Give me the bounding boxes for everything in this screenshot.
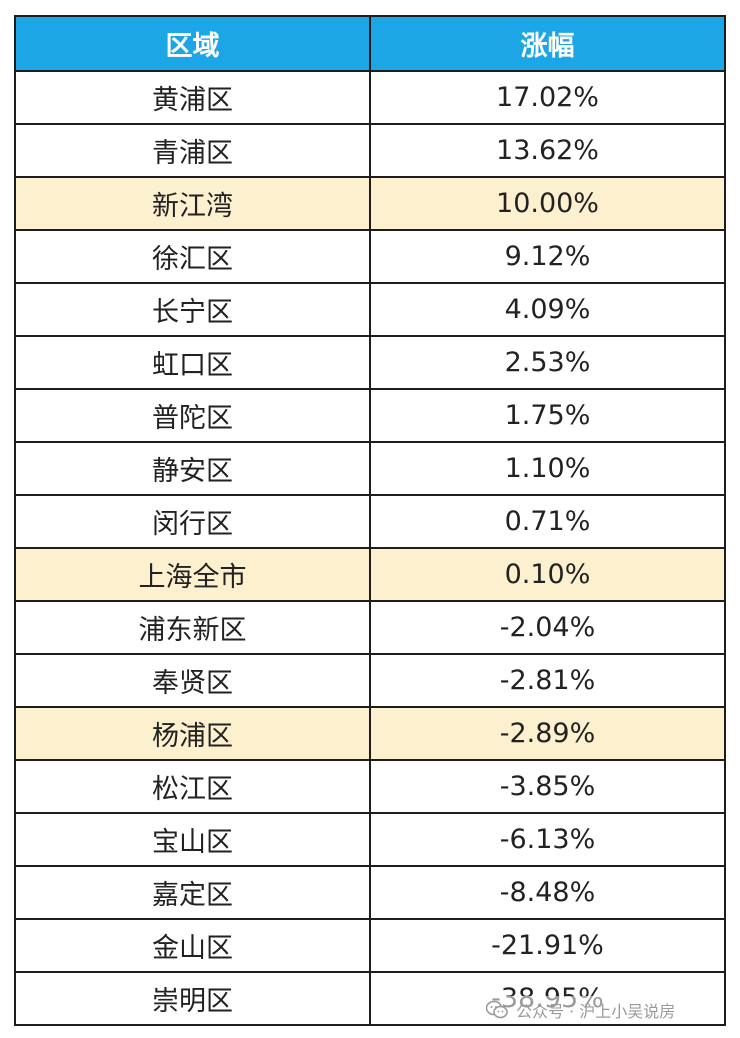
table-row: 青浦区 13.62%: [14, 123, 726, 178]
region-cell: 徐汇区: [14, 229, 371, 284]
table-row: 上海全市 0.10%: [14, 547, 726, 602]
table-row: 徐汇区 9.12%: [14, 229, 726, 284]
change-cell: 1.10%: [369, 441, 726, 496]
region-cell: 奉贤区: [14, 653, 371, 708]
table-row: 奉贤区 -2.81%: [14, 653, 726, 708]
region-cell: 普陀区: [14, 388, 371, 443]
table-row: 浦东新区 -2.04%: [14, 600, 726, 655]
column-header-region: 区域: [14, 15, 371, 72]
table-row: 新江湾 10.00%: [14, 176, 726, 231]
table-row: 松江区 -3.85%: [14, 759, 726, 814]
change-cell: 13.62%: [369, 123, 726, 178]
wechat-official-account-icon: [486, 1000, 508, 1019]
table-row: 嘉定区 -8.48%: [14, 865, 726, 920]
table-row: 静安区 1.10%: [14, 441, 726, 496]
table-body: 黄浦区 17.02% 青浦区 13.62% 新江湾 10.00% 徐汇区 9.12% 长宁区 4.…: [14, 70, 726, 1026]
table-row: 普陀区 1.75%: [14, 388, 726, 443]
region-cell: 黄浦区: [14, 70, 371, 125]
watermark: 公众号 · 沪上小吴说房: [482, 996, 680, 1024]
region-cell: 崇明区: [14, 971, 371, 1026]
region-change-table: 区域 涨幅 黄浦区 17.02% 青浦区 13.62% 新江湾 10.00% 徐汇区 9.12…: [14, 15, 726, 1026]
data-table-container: 区域 涨幅 黄浦区 17.02% 青浦区 13.62% 新江湾 10.00% 徐汇区 9.12…: [14, 15, 726, 1026]
region-cell: 上海全市: [14, 547, 371, 602]
change-cell: 0.10%: [369, 547, 726, 602]
region-cell: 新江湾: [14, 176, 371, 231]
table-row: 长宁区 4.09%: [14, 282, 726, 337]
region-cell: 金山区: [14, 918, 371, 973]
table-row: 黄浦区 17.02%: [14, 70, 726, 125]
region-cell: 松江区: [14, 759, 371, 814]
watermark-text: 公众号 · 沪上小吴说房: [516, 1002, 676, 1021]
table-row: 杨浦区 -2.89%: [14, 706, 726, 761]
change-cell: -2.81%: [369, 653, 726, 708]
change-cell: -21.91%: [369, 918, 726, 973]
region-cell: 闵行区: [14, 494, 371, 549]
region-cell: 浦东新区: [14, 600, 371, 655]
table-row: 闵行区 0.71%: [14, 494, 726, 549]
change-cell: -6.13%: [369, 812, 726, 867]
table-row: 宝山区 -6.13%: [14, 812, 726, 867]
change-cell: -2.89%: [369, 706, 726, 761]
change-cell: 4.09%: [369, 282, 726, 337]
region-cell: 青浦区: [14, 123, 371, 178]
change-cell: -8.48%: [369, 865, 726, 920]
region-cell: 嘉定区: [14, 865, 371, 920]
region-cell: 静安区: [14, 441, 371, 496]
table-row: 金山区 -21.91%: [14, 918, 726, 973]
change-cell: 0.71%: [369, 494, 726, 549]
table-row: 虹口区 2.53%: [14, 335, 726, 390]
region-cell: 宝山区: [14, 812, 371, 867]
table-header-row: 区域 涨幅: [14, 15, 726, 72]
change-cell: -2.04%: [369, 600, 726, 655]
change-cell: -3.85%: [369, 759, 726, 814]
change-cell: 17.02%: [369, 70, 726, 125]
region-cell: 长宁区: [14, 282, 371, 337]
change-cell: 1.75%: [369, 388, 726, 443]
region-cell: 虹口区: [14, 335, 371, 390]
region-cell: 杨浦区: [14, 706, 371, 761]
column-header-change: 涨幅: [369, 15, 726, 72]
change-cell: 9.12%: [369, 229, 726, 284]
change-cell: 10.00%: [369, 176, 726, 231]
change-cell: 2.53%: [369, 335, 726, 390]
